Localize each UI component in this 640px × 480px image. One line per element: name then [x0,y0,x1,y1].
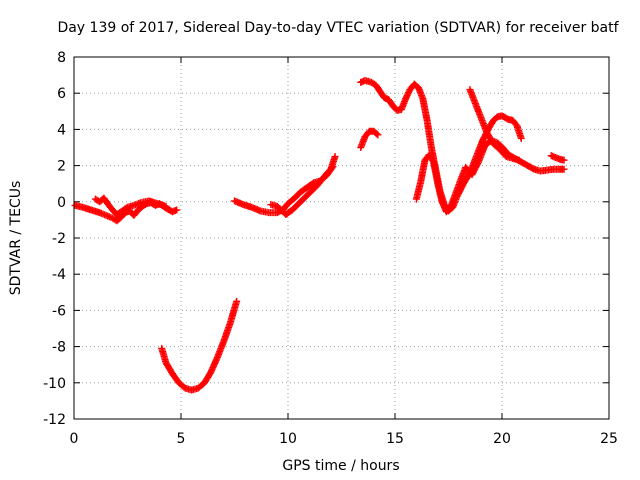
data-point-marker [374,131,382,139]
chart-title: Day 139 of 2017, Sidereal Day-to-day VTE… [57,20,619,36]
data-point-marker [517,134,525,142]
x-tick-label: 20 [493,431,511,447]
y-axis-label: SDTVAR / TECUs [8,181,24,296]
series-arc-e [267,153,339,218]
x-tick-label: 5 [177,431,186,447]
x-tick-labels: 0 5 10 15 20 25 [70,431,618,447]
x-tick-label: 10 [279,431,297,447]
data-point-marker [162,202,170,210]
x-tick-label: 0 [70,431,79,447]
data-point-marker [233,297,241,305]
series-arc-c [158,297,241,394]
data-point-marker [515,156,523,164]
y-tick-label: -12 [43,412,66,428]
series-arc-b [91,194,170,218]
series-arc-d [231,163,337,217]
y-tick-label: 4 [57,122,66,138]
series-arc-g [357,127,382,151]
y-tick-label: -6 [52,303,66,319]
y-tick-label: 0 [57,195,66,211]
y-tick-label: -2 [52,231,66,247]
data-point-marker [331,153,339,161]
data-point-marker [373,130,381,138]
series-arc-i [466,86,523,164]
y-tick-label: 2 [57,159,66,175]
x-tick-label: 15 [386,431,404,447]
y-tick-label: -4 [52,267,66,283]
data-layer [71,77,568,394]
data-point-marker [560,165,568,173]
x-tick-label: 25 [600,431,618,447]
y-tick-label: 8 [57,50,66,66]
data-point-marker [173,206,181,214]
x-axis-label: GPS time / hours [282,458,399,474]
grid-layer [74,57,609,419]
y-tick-label: -8 [52,340,66,356]
series-arc-h [412,136,568,216]
data-point-marker [560,156,568,164]
y-tick-label: 6 [57,86,66,102]
series-arc-j [547,152,568,164]
plot-frame [73,56,610,420]
y-tick-labels: -12 -10 -8 -6 -4 -2 0 2 4 6 8 [43,50,66,428]
y-tick-label: -10 [43,376,66,392]
